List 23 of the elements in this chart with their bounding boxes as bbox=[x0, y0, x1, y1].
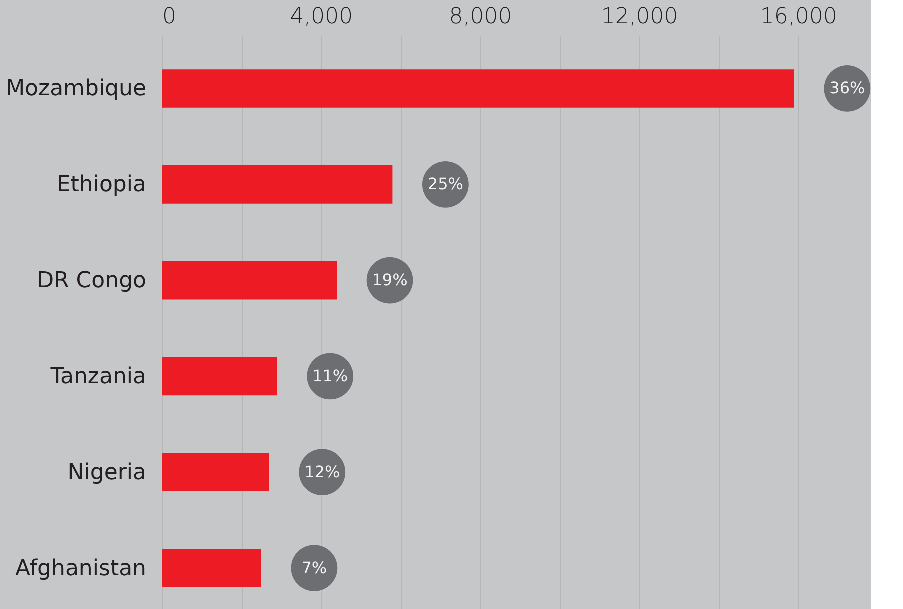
annotation: 7% bbox=[302, 558, 328, 578]
bar bbox=[162, 70, 794, 108]
annotation: 25% bbox=[428, 174, 464, 194]
bar bbox=[162, 453, 270, 492]
x-tick-label: 12,000 bbox=[601, 4, 678, 30]
annotation: 36% bbox=[830, 78, 866, 98]
x-tick-label: 16,000 bbox=[760, 4, 838, 30]
bar bbox=[162, 261, 338, 300]
x-tick-label: 8,000 bbox=[449, 4, 512, 30]
y-tick-label: Tanzania bbox=[50, 364, 146, 390]
annotation: 11% bbox=[312, 366, 348, 386]
bar bbox=[162, 357, 278, 396]
bar bbox=[162, 549, 262, 588]
y-tick-label: Afghanistan bbox=[16, 556, 146, 582]
y-tick-label: Ethiopia bbox=[56, 172, 146, 198]
annotation: 12% bbox=[304, 462, 340, 482]
y-tick-label: DR Congo bbox=[37, 268, 146, 294]
y-tick-label: Mozambique bbox=[6, 76, 146, 102]
y-tick-label: Nigeria bbox=[68, 460, 146, 486]
annotation: 19% bbox=[372, 270, 408, 290]
x-tick-label: 4,000 bbox=[290, 4, 354, 30]
x-tick-label: 0 bbox=[162, 4, 176, 30]
bar bbox=[162, 165, 393, 204]
